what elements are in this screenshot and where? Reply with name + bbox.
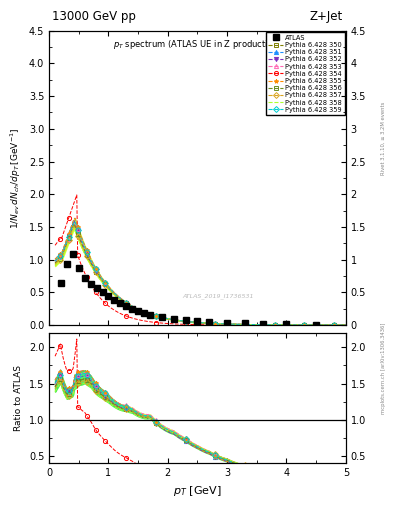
Text: 13000 GeV pp: 13000 GeV pp [52, 10, 136, 24]
Legend: ATLAS, Pythia 6.428 350, Pythia 6.428 351, Pythia 6.428 352, Pythia 6.428 353, P: ATLAS, Pythia 6.428 350, Pythia 6.428 35… [266, 32, 345, 115]
Text: $p_T$ spectrum (ATLAS UE in Z production): $p_T$ spectrum (ATLAS UE in Z production… [113, 38, 282, 51]
X-axis label: $p_T$ [GeV]: $p_T$ [GeV] [173, 484, 222, 498]
Text: Z+Jet: Z+Jet [310, 10, 343, 24]
Y-axis label: $1/N_{ev}\,dN_{ch}/dp_T\,[\mathrm{GeV}^{-1}]$: $1/N_{ev}\,dN_{ch}/dp_T\,[\mathrm{GeV}^{… [9, 127, 23, 229]
Text: Rivet 3.1.10, ≥ 3.2M events: Rivet 3.1.10, ≥ 3.2M events [381, 101, 386, 175]
Text: mcplots.cern.ch [arXiv:1306.3436]: mcplots.cern.ch [arXiv:1306.3436] [381, 323, 386, 414]
Y-axis label: Ratio to ATLAS: Ratio to ATLAS [14, 365, 23, 431]
Text: ATLAS_2019_I1736531: ATLAS_2019_I1736531 [182, 293, 254, 298]
